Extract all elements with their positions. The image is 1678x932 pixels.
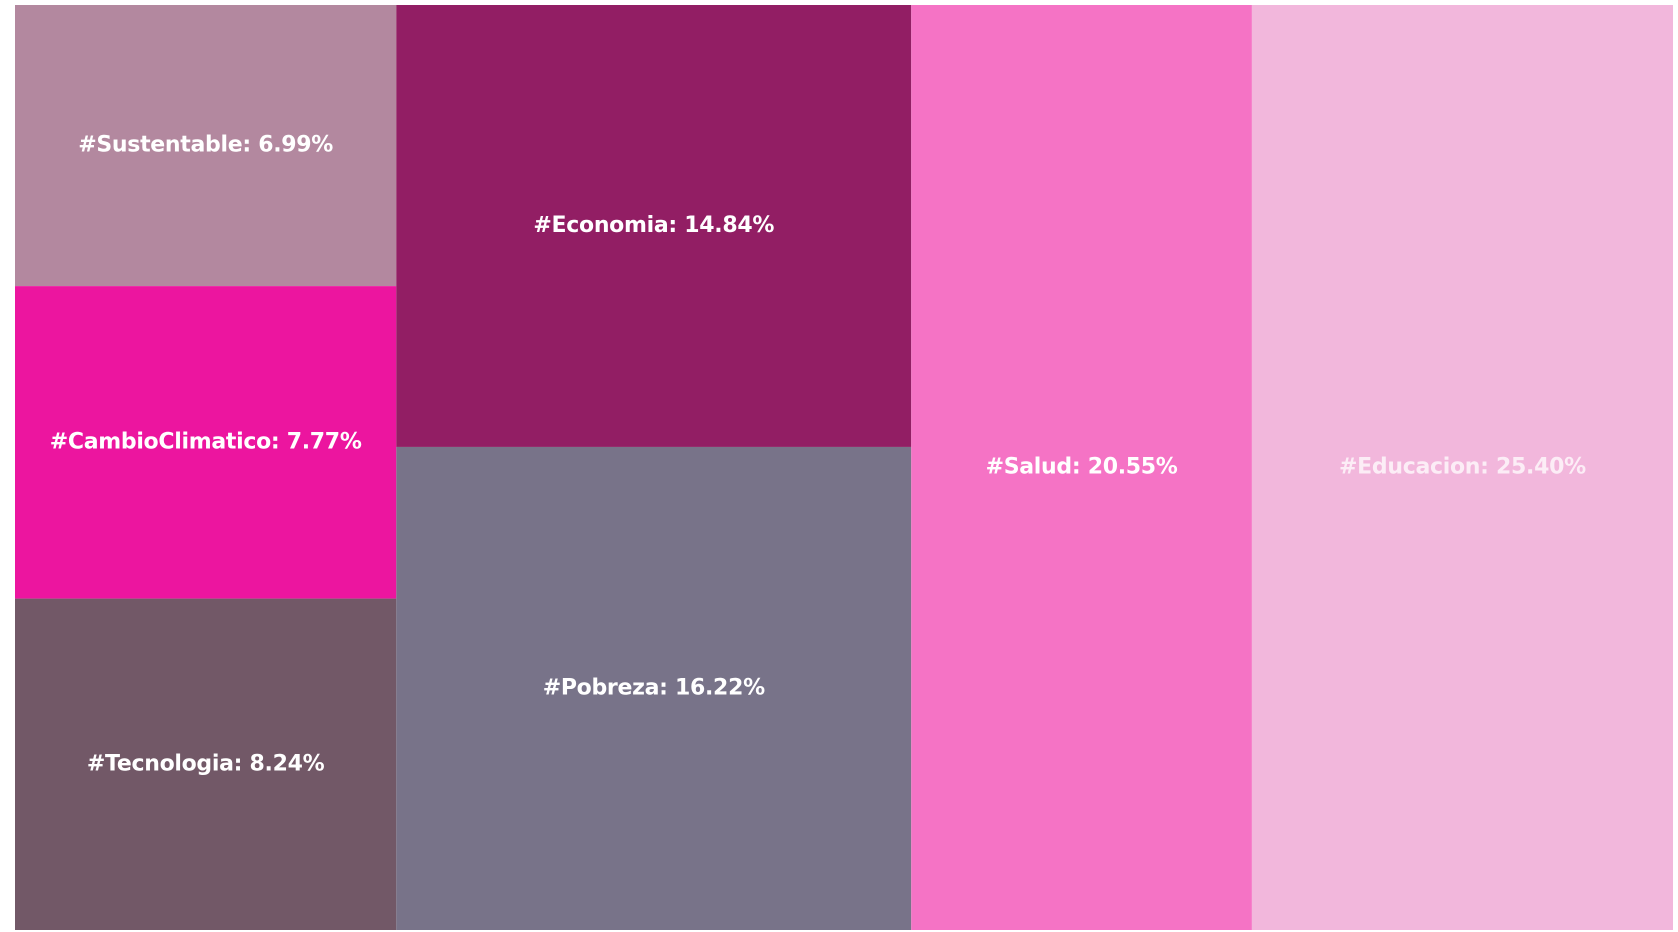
tile bbox=[15, 5, 397, 287]
tile bbox=[396, 5, 912, 447]
tile-label: #Sustentable: 6.99% bbox=[78, 133, 333, 158]
tile-label: #Pobreza: 16.22% bbox=[543, 675, 765, 700]
tile-label: #Tecnologia: 8.24% bbox=[87, 751, 325, 776]
tile-label: #CambioClimatico: 7.77% bbox=[50, 429, 362, 454]
tile-label: #Economia: 14.84% bbox=[533, 213, 774, 238]
tile-label: #Educacion: 25.40% bbox=[1339, 455, 1586, 480]
tile-label: #Salud: 20.55% bbox=[986, 455, 1178, 480]
tile bbox=[15, 286, 397, 599]
tile bbox=[911, 5, 1252, 930]
tile bbox=[1251, 5, 1673, 930]
tile bbox=[396, 446, 912, 930]
tile bbox=[15, 598, 397, 930]
